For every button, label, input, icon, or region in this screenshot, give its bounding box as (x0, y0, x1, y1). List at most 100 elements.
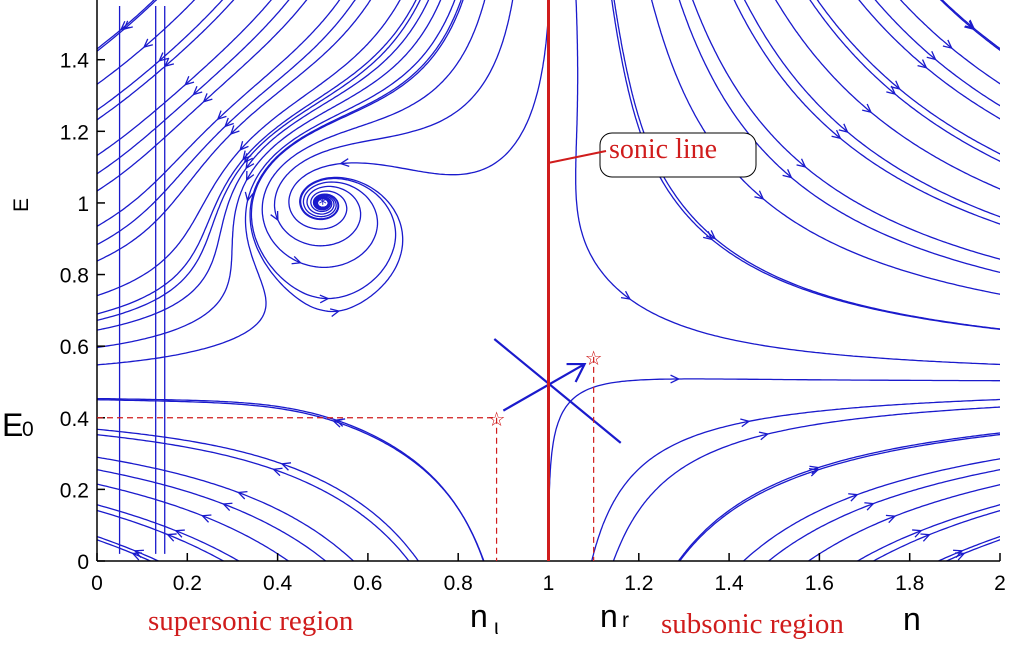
y-tick-label-1: 0.2 (60, 479, 89, 502)
x-tick-label-9: 1.8 (895, 572, 924, 595)
streamline-arrow-42 (670, 374, 681, 384)
streamline-16 (97, 0, 372, 262)
streamline-arrow-53 (926, 50, 937, 61)
y-tick-label-7: 1.4 (60, 50, 90, 73)
streamline-arrow-52 (920, 533, 931, 542)
streamlines (97, 0, 1000, 561)
streamline-60 (250, 0, 464, 300)
streamline-arrow-18 (216, 110, 227, 121)
streamline-arrow-30 (133, 549, 144, 558)
marked-point-n_r: ☆ (585, 346, 603, 370)
sonic-label-box (599, 132, 757, 178)
nr-label: n (600, 598, 618, 634)
streamline-arrow-19 (831, 129, 842, 140)
streamline-arrow-32 (166, 533, 177, 542)
streamline-7 (679, 433, 1000, 561)
streamline-33 (97, 0, 224, 111)
streamline-arrow-55 (964, 20, 975, 31)
streamline-arrow-16 (229, 125, 240, 136)
y-tick-label-0: 0 (77, 551, 89, 574)
sonic-line-label: sonic line (609, 134, 717, 165)
streamline-arrow-29 (964, 19, 975, 30)
streamline-arrow-26 (142, 38, 153, 49)
streamline-arrow-12 (245, 159, 255, 170)
streamline-arrow-17 (796, 158, 807, 168)
streamline-58 (273, 0, 514, 247)
x-tick-label-3: 0.6 (353, 572, 382, 595)
y-tick-label-3: 0.6 (60, 336, 89, 359)
y-tick-label-5: 1 (77, 193, 89, 216)
x-tick-label-7: 1.4 (714, 572, 744, 595)
nl-subscript: ι (494, 616, 499, 639)
y-tick-label-2: 0.4 (60, 408, 90, 431)
streamline-arrow-49 (838, 123, 849, 133)
nl-label: n (470, 598, 488, 634)
marked-point-n_l: ☆ (488, 407, 506, 431)
e0-subscript: 0 (22, 418, 34, 441)
streamline-arrow-4 (222, 502, 233, 511)
streamline-35 (97, 0, 290, 175)
sonic-label-pointer (547, 150, 607, 164)
x-tick-label-2: 0.4 (263, 572, 293, 595)
streamline-arrow-31 (122, 20, 133, 31)
x-tick-label-1: 0.2 (173, 572, 202, 595)
x-tick-label-0: 0 (91, 572, 103, 595)
streamline-arrow-9 (740, 418, 751, 428)
subsonic-region-label: subsonic region (661, 608, 844, 640)
e0-label: E (2, 407, 23, 443)
streamline-arrow-21 (862, 103, 873, 114)
streamline-arrow-41 (291, 255, 302, 265)
streamline-arrow-3 (912, 529, 923, 538)
streamline-17 (692, 0, 1000, 260)
streamline-22 (97, 0, 272, 157)
streamline-arrow-43 (339, 158, 350, 168)
streamline-arrow-57 (245, 171, 255, 182)
separatrix-arrow (566, 362, 587, 383)
streamline-arrow-47 (782, 169, 793, 179)
streamline-6 (97, 434, 410, 561)
streamline-50 (807, 484, 1000, 561)
streamline-arrow-22 (184, 76, 195, 86)
y-axis-label: E (10, 198, 33, 212)
streamline-25 (858, 0, 1000, 120)
streamline-20 (97, 0, 308, 192)
streamline-arrow-56 (329, 308, 341, 318)
streamline-arrow-38 (280, 462, 292, 471)
streamline-31 (97, 0, 158, 52)
x-tick-label-5: 1 (543, 572, 555, 595)
x-axis-label: n (903, 601, 921, 637)
annotations: * ☆ ☆ sonic line (97, 0, 757, 561)
streamline-arrow-11 (620, 290, 632, 300)
streamline-56 (249, 0, 462, 313)
streamline-41 (261, 0, 486, 269)
streamline-arrow-23 (890, 80, 901, 90)
streamline-arrow-25 (917, 59, 928, 69)
streamline-arrow-44 (758, 431, 770, 441)
streamline-arrow-6 (272, 467, 283, 477)
streamline-arrow-5 (864, 502, 875, 511)
streamline-38 (97, 428, 420, 561)
focus-point-marker: * (319, 194, 327, 213)
supersonic-region-label: supersonic region (148, 605, 354, 637)
streamline-arrow-50 (885, 514, 897, 524)
streamline-arrow-27 (942, 39, 953, 50)
x-tick-label-4: 0.8 (444, 572, 473, 595)
streamline-arrow-51 (886, 85, 897, 96)
streamline-34 (97, 483, 290, 561)
streamline-arrow-15 (754, 190, 765, 200)
streamline-arrow-37 (224, 117, 234, 128)
streamline-arrow-34 (201, 514, 212, 523)
streamline-arrow-40 (334, 418, 346, 427)
x-tick-label-10: 2 (994, 572, 1006, 595)
x-tick-label-8: 1.6 (805, 572, 834, 595)
nr-subscript: r (622, 609, 629, 632)
streamline-46 (677, 432, 1000, 561)
separatrix-unstable (502, 363, 586, 412)
y-tick-label-6: 1.2 (60, 121, 89, 144)
streamline-55 (939, 0, 1000, 52)
streamline-arrow-36 (237, 491, 248, 500)
streamline-arrow-35 (192, 85, 203, 96)
streamline-53 (874, 0, 1000, 107)
separatrix-stable (493, 338, 622, 444)
